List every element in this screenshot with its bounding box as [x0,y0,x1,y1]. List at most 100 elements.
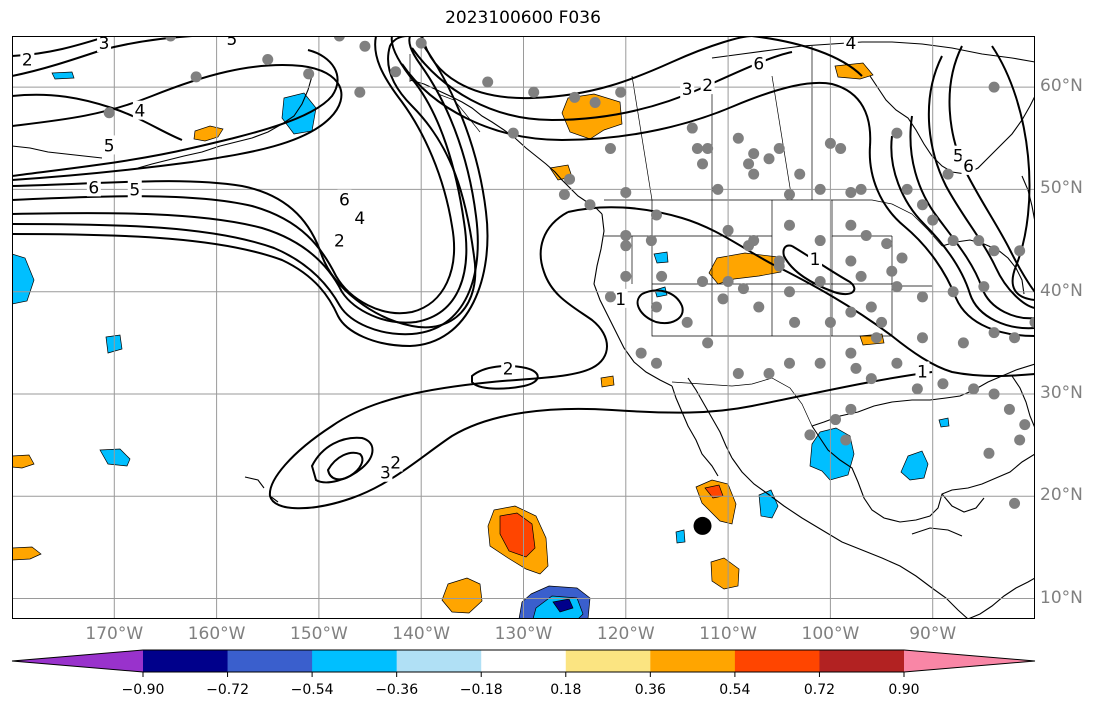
contour-label-bg [751,53,766,73]
contour-line [782,244,856,296]
shade-small-west [51,71,75,80]
station-dot [1009,332,1021,344]
storm-center-marker [693,516,712,535]
station-dot [783,189,795,201]
shade-orange-baja-sea [600,375,615,388]
station-dot [620,270,632,282]
station-dot [165,36,177,42]
lat-tick-label: 30°N [1040,382,1083,403]
lat-tick-label: 40°N [1040,280,1083,301]
colorbar-segment [312,650,398,672]
station-dot [947,286,959,298]
station-dot [743,240,755,252]
contour-line [12,36,479,336]
contour-label-bg [86,177,101,197]
station-dot [916,332,928,344]
station-dot [732,368,744,380]
station-dot [390,66,402,78]
contour-line [471,365,539,390]
station-dot [645,235,657,247]
station-dot [620,186,632,198]
station-dot [1014,245,1026,257]
border-us-canada [604,199,943,247]
colorbar-segments [11,649,1036,673]
shade-blue-gulf [900,450,929,481]
station-dot [262,54,274,66]
contour-line [567,206,1035,377]
contour-line [636,289,684,324]
station-dot [901,183,913,195]
station-dot [584,199,596,211]
station-dot [957,337,969,349]
station-dot [564,173,576,185]
contour-label-bg [961,155,976,175]
contour-label: 3 [99,36,110,54]
contour-label-bg [700,75,715,95]
coast-pacific-nw [593,213,673,387]
lat-tick-label: 20°N [1040,485,1083,506]
colorbar-tick-label: −0.54 [291,682,334,698]
colorbar-tick-label: 0.18 [550,682,581,698]
station-dot [763,368,775,380]
station-dot [850,362,862,374]
station-dot [717,293,729,305]
coast-alaska-gulf [409,79,603,215]
shade-orange-aleutian [193,125,224,142]
contour-lines [12,36,1035,510]
lon-tick-label: 120°W [596,624,655,644]
shade-orange-hudson [834,62,874,80]
shade-blue-small-mx [675,529,686,544]
station-dot [865,373,877,385]
colorbar-extend-right [904,650,1035,672]
lon-tick-label: 160°W [187,624,246,644]
station-dot [886,265,898,277]
shade-blue-cuba [938,417,950,428]
contour-label: 4 [134,102,145,122]
coast-mexico-pacific [731,457,969,619]
station-dot [753,301,765,313]
lon-tick-label: 150°W [290,624,348,644]
contour-label: 1 [615,290,626,310]
contour-label-bg [808,248,823,268]
station-dot [783,286,795,298]
station-dot [968,383,980,395]
shade-orange-west-a [12,454,35,469]
contour-label-bg [915,361,930,381]
border-provinces [631,46,813,201]
contour-label: 5 [953,147,964,167]
station-dot [881,238,893,250]
contour-label: 6 [753,55,764,75]
colorbar-extend-left [12,650,143,672]
contour-line [909,115,1035,320]
colorbar-tick-label: 0.72 [804,682,835,698]
contour-label-bg [127,179,142,199]
station-dot [482,76,494,88]
shade-navy-south [552,598,574,613]
map-title: 2023100600 F036 [445,8,601,28]
contour-line [12,49,339,177]
contour-label: 2 [702,76,713,96]
station-dot [916,199,928,211]
border-states-c [652,200,892,237]
colorbar-tick-label: 0.90 [888,682,919,698]
station-dot [691,143,703,155]
colorbar-segment [227,650,313,672]
station-dot [947,235,959,247]
station-dot [702,337,714,349]
shade-orange-pac-south [441,577,483,614]
contour-label: 2 [390,454,401,474]
contour-line [401,63,872,147]
contour-line [421,36,753,100]
coast-aleutians [137,145,221,169]
station-dot [748,148,760,160]
coast-gulf-mexico [811,425,1035,523]
colorbar-segment [396,650,482,672]
station-dot [1009,497,1021,509]
contour-label-bg [224,36,239,49]
colorbar-tick-label: 0.36 [635,682,666,698]
station-dot [794,168,806,180]
lat-tick-label: 60°N [1040,76,1083,97]
contour-label-bg [337,189,352,209]
station-dot [1014,434,1026,446]
